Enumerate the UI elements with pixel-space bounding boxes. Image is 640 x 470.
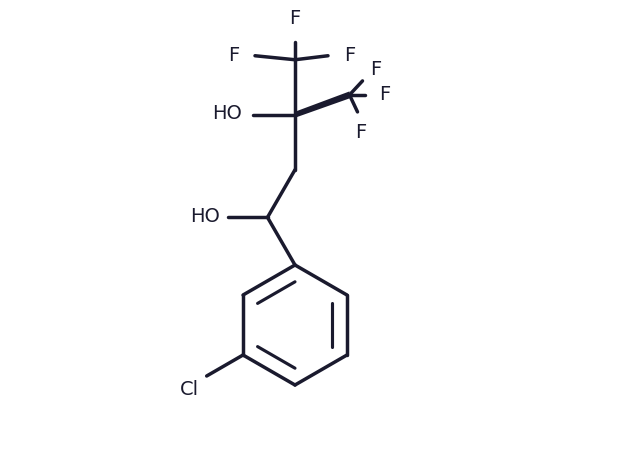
- Text: F: F: [344, 46, 355, 65]
- Text: HO: HO: [189, 207, 220, 226]
- Text: F: F: [228, 46, 239, 65]
- Text: Cl: Cl: [180, 380, 198, 399]
- Text: F: F: [355, 123, 366, 142]
- Polygon shape: [295, 91, 349, 118]
- Text: F: F: [380, 86, 391, 104]
- Text: F: F: [371, 61, 381, 79]
- Text: F: F: [289, 9, 301, 28]
- Text: HO: HO: [212, 104, 242, 123]
